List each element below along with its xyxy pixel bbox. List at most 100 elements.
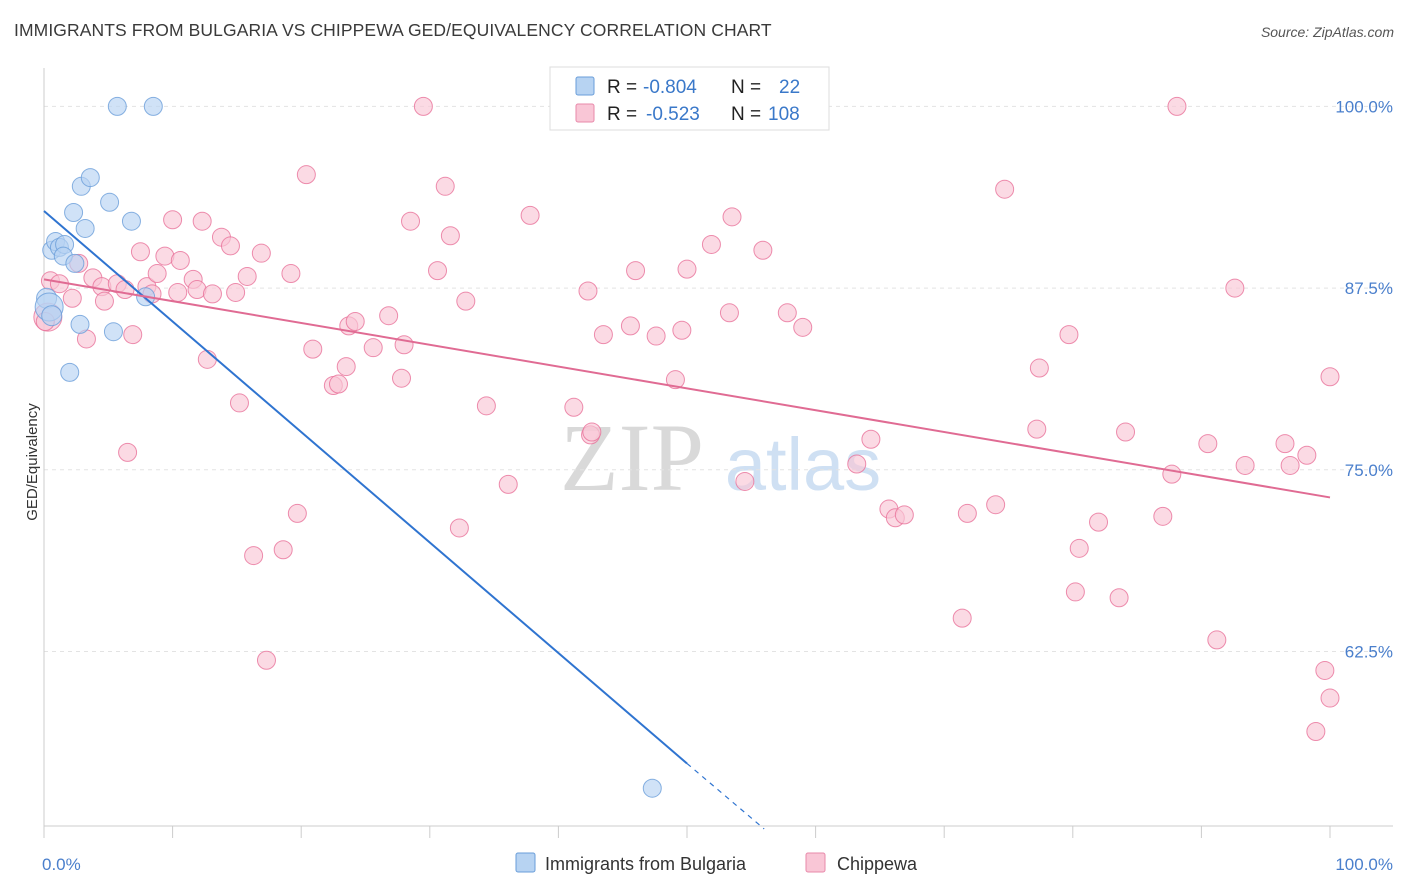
chippewa-point	[677, 259, 697, 279]
axes	[43, 68, 1393, 838]
bottom-legend: Immigrants from Bulgaria Chippewa	[515, 852, 918, 874]
chippewa-point	[237, 266, 257, 286]
chippewa-point	[578, 281, 598, 301]
chippewa-point	[1109, 588, 1129, 608]
chippewa-point	[564, 397, 584, 417]
chippewa-point	[498, 474, 518, 494]
chippewa-point	[220, 236, 240, 256]
chippewa-point	[413, 96, 433, 116]
legend-label-bulgaria: Immigrants from Bulgaria	[545, 854, 747, 874]
chippewa-point	[62, 288, 82, 308]
chippewa-point	[1027, 419, 1047, 439]
bulgaria-point	[41, 305, 63, 327]
chippewa-point	[793, 317, 813, 337]
chippewa-point	[952, 608, 972, 628]
bulgaria-point	[80, 168, 100, 188]
chippewa-point	[1297, 445, 1317, 465]
chippewa-point	[115, 280, 135, 300]
chippewa-point	[593, 325, 613, 345]
bulgaria-trend-line	[43, 210, 688, 765]
chippewa-point	[226, 282, 246, 302]
chippewa-point	[701, 234, 721, 254]
bulgaria-point	[75, 218, 95, 238]
stats-n-value: 22	[779, 77, 800, 98]
chippewa-point	[665, 370, 685, 390]
chippewa-point	[456, 291, 476, 311]
stats-r-value: -0.523	[646, 104, 700, 125]
x-tick-label: 100.0%	[1335, 855, 1393, 874]
trend-lines	[43, 210, 1331, 830]
chippewa-point	[123, 325, 143, 345]
data-points	[33, 96, 1340, 798]
chippewa-point	[440, 226, 460, 246]
y-tick-label: 62.5%	[1345, 643, 1393, 662]
chippewa-point	[777, 303, 797, 323]
chippewa-point	[1069, 538, 1089, 558]
chippewa-point	[170, 250, 190, 270]
chippewa-point	[476, 396, 496, 416]
bulgaria-point	[100, 192, 120, 212]
chippewa-point	[753, 240, 773, 260]
bulgaria-point	[65, 253, 85, 273]
chippewa-point	[1065, 582, 1085, 602]
watermark-zip: ZIP	[560, 404, 704, 511]
chippewa-point	[1275, 434, 1295, 454]
chippewa-point	[392, 368, 412, 388]
chippewa-point	[1116, 422, 1136, 442]
chippewa-point	[1315, 660, 1335, 680]
chippewa-point	[1059, 325, 1079, 345]
chippewa-point	[256, 650, 276, 670]
y-axis-label: GED/Equivalency	[24, 403, 41, 521]
chippewa-point	[281, 264, 301, 284]
chippewa-point	[296, 165, 316, 185]
chippewa-point	[118, 442, 138, 462]
chippewa-point	[244, 546, 264, 566]
chippewa-point	[336, 357, 356, 377]
legend-swatch-bulgaria	[515, 852, 536, 873]
chippewa-point	[1320, 367, 1340, 387]
chippewa-point	[401, 211, 421, 231]
stats-n-label: N =	[731, 77, 761, 98]
chippewa-point	[363, 338, 383, 358]
chippewa-point	[379, 306, 399, 326]
legend-swatch-chippewa	[805, 852, 826, 873]
chippewa-point	[168, 282, 188, 302]
chippewa-point	[1320, 688, 1340, 708]
chippewa-point	[251, 243, 271, 263]
chippewa-point	[1089, 512, 1109, 532]
chippewa-point	[94, 291, 114, 311]
chippewa-point	[303, 339, 323, 359]
bulgaria-point	[60, 362, 80, 382]
chippewa-point	[520, 205, 540, 225]
chippewa-point	[1235, 455, 1255, 475]
y-tick-label: 87.5%	[1345, 279, 1393, 298]
chippewa-point	[130, 242, 150, 262]
chippewa-trend-line	[43, 278, 1331, 499]
bulgaria-point	[121, 211, 141, 231]
chippewa-point	[229, 393, 249, 413]
bulgaria-point	[103, 322, 123, 342]
chippewa-point	[328, 374, 348, 394]
chippewa-point	[1198, 434, 1218, 454]
stats-swatch-bulgaria	[575, 76, 595, 96]
stats-legend: R = -0.804 N = 22 R = -0.523 N = 108	[549, 66, 830, 131]
chippewa-point	[163, 210, 183, 230]
watermark: ZIP atlas	[560, 404, 881, 511]
chippewa-point	[582, 422, 602, 442]
x-tick-label: 0.0%	[42, 855, 81, 874]
chippewa-point	[1029, 358, 1049, 378]
chippewa-point	[345, 312, 365, 332]
chippewa-point	[1306, 722, 1326, 741]
chippewa-point	[719, 303, 739, 323]
chippewa-point	[620, 316, 640, 336]
stats-r-label: R =	[607, 77, 637, 98]
chippewa-point	[861, 429, 881, 449]
chippewa-point	[202, 284, 222, 304]
chippewa-point	[197, 349, 217, 369]
gridlines	[44, 105, 1393, 653]
bulgaria-point	[64, 202, 84, 222]
tick-labels: 100.0% 87.5% 75.0% 62.5% 0.0% 100.0%	[42, 97, 1393, 874]
chippewa-point	[626, 261, 646, 281]
chippewa-point	[986, 495, 1006, 515]
chippewa-point	[147, 264, 167, 284]
